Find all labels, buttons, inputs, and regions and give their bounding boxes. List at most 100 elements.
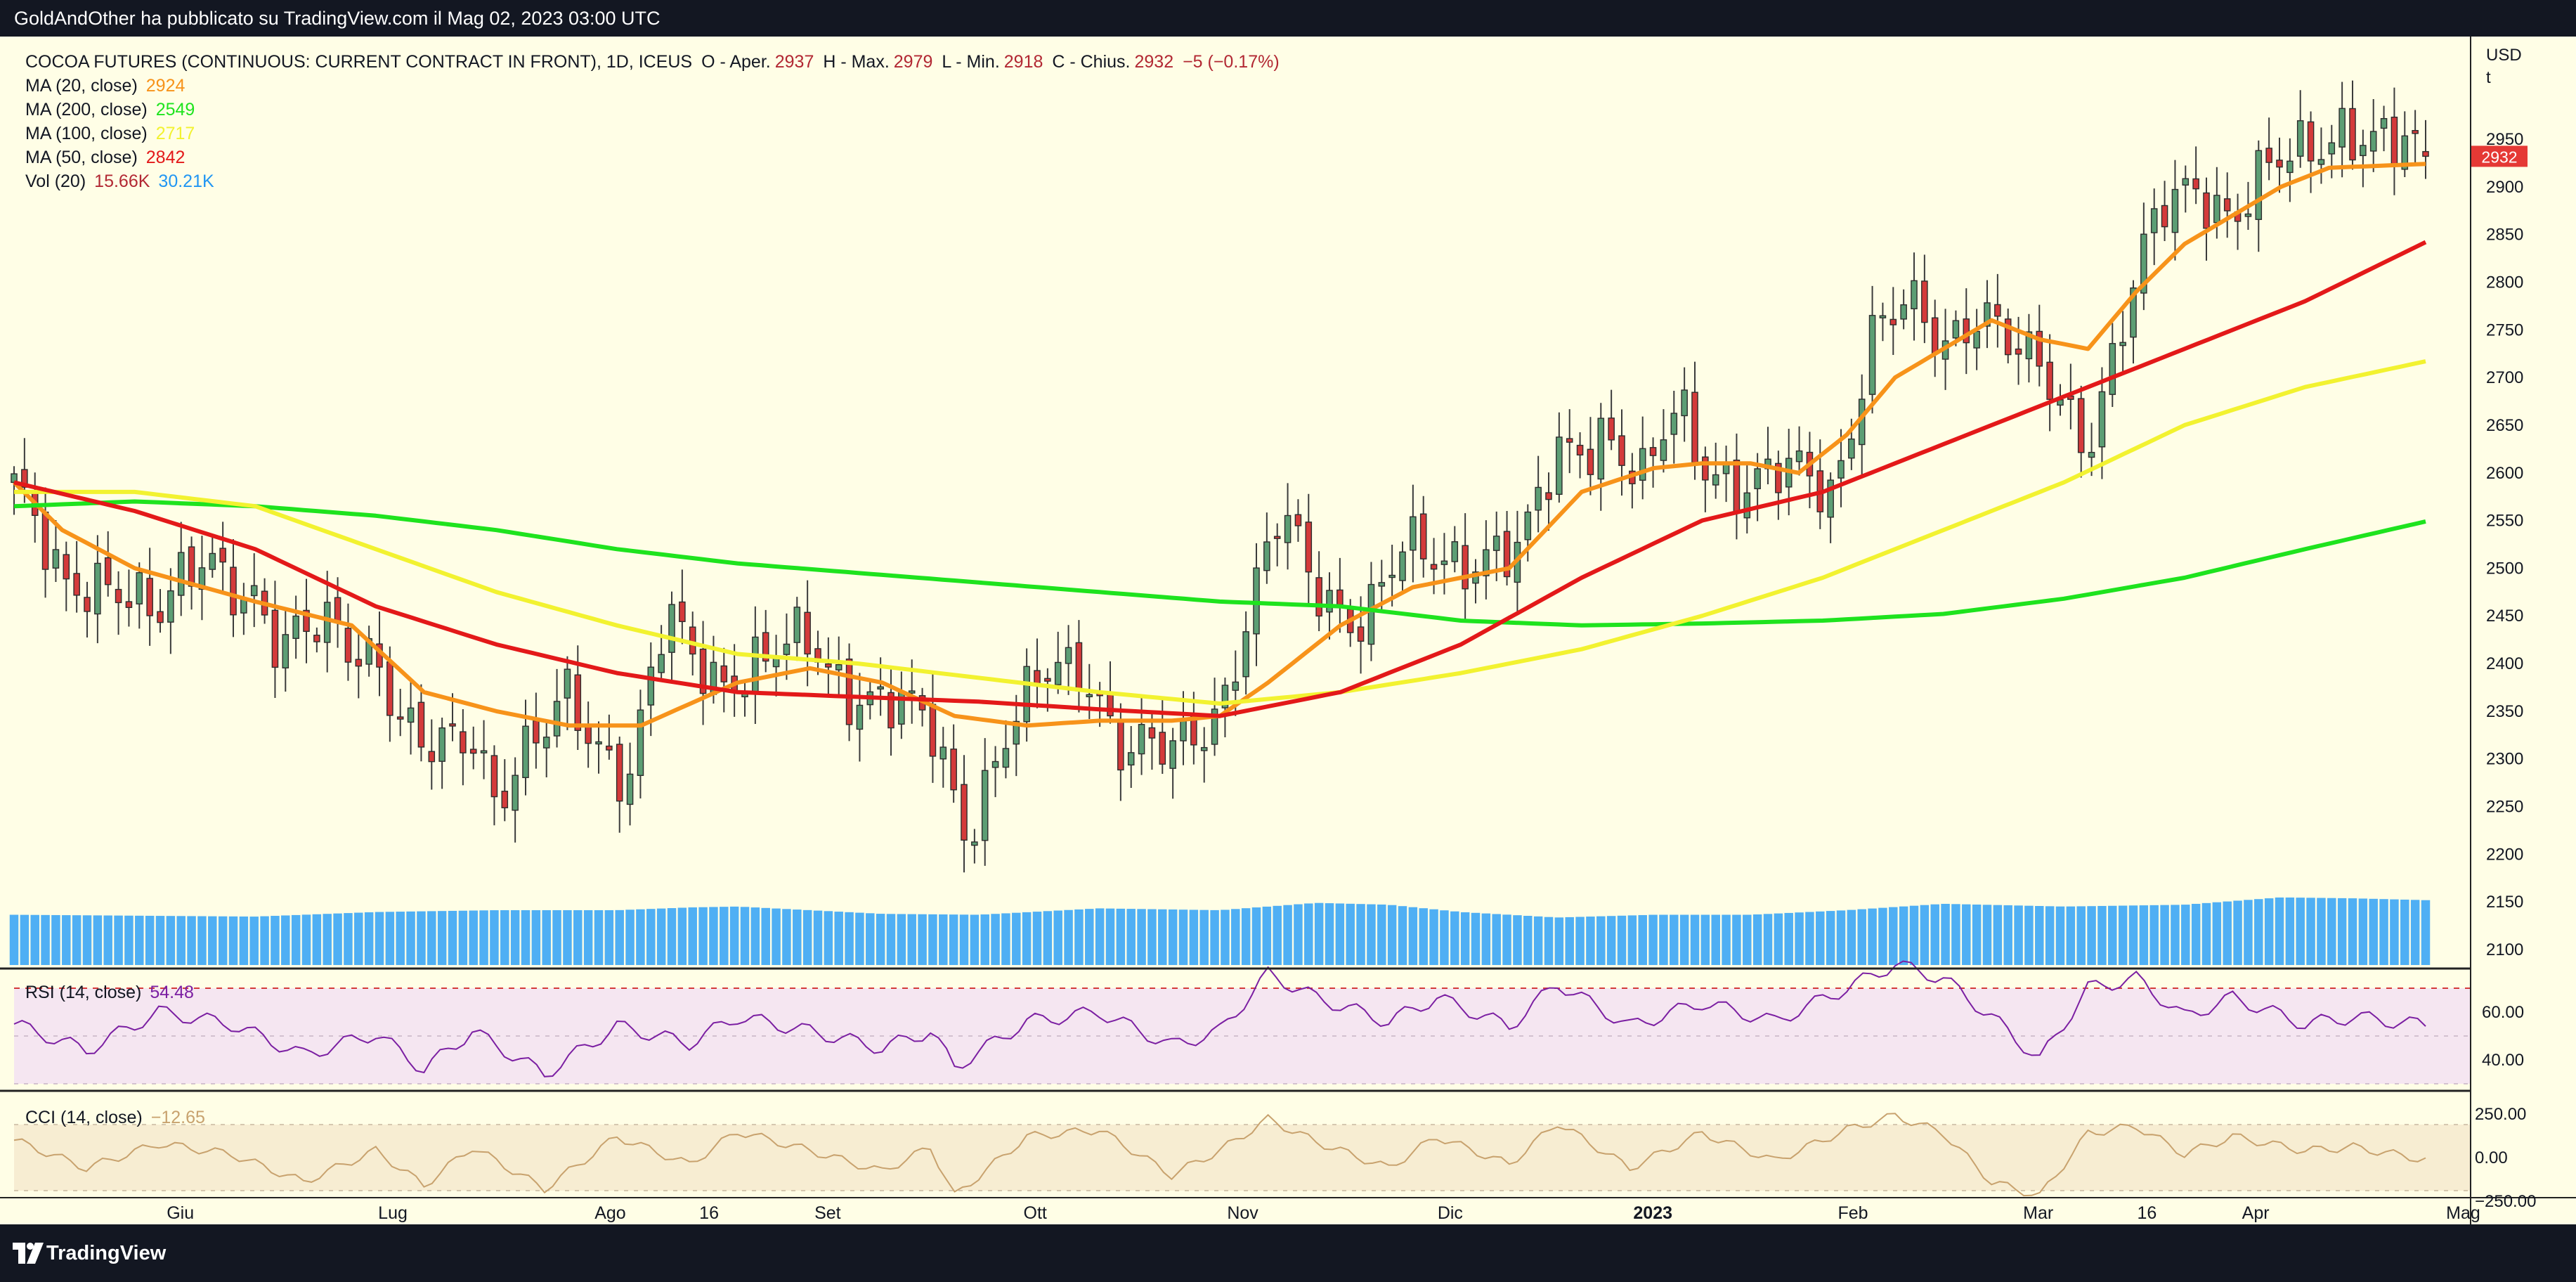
candle-body <box>2098 391 2106 448</box>
time-tick-label: Dic <box>1438 1203 1463 1223</box>
candle-body <box>616 744 623 802</box>
candle-body <box>480 750 488 753</box>
candle-body <box>908 690 916 694</box>
candle-body <box>167 590 174 623</box>
volume-bar <box>2264 898 2274 965</box>
volume-bar <box>688 907 697 965</box>
volume-bar <box>1523 916 1533 965</box>
candle-body <box>115 588 122 604</box>
volume-bar <box>2171 905 2180 965</box>
candle-body <box>647 666 655 706</box>
volume-bar <box>667 908 677 965</box>
cci-tick-label: 0.00 <box>2475 1148 2508 1167</box>
volume-bar <box>1533 916 1543 965</box>
candle-body <box>1535 486 1542 511</box>
candle-body <box>950 749 957 791</box>
volume-bar <box>2097 905 2107 965</box>
candle-body <box>1848 438 1855 459</box>
volume-bar <box>2233 900 2242 965</box>
candle-body <box>929 704 937 757</box>
candle-body <box>1618 435 1625 466</box>
volume-bar <box>2066 906 2076 965</box>
volume-bar <box>208 916 217 965</box>
price-scale[interactable]: 2100 2150 2200 2250 2300 2350 2400 2450 2500 2550… <box>2486 130 2523 959</box>
volume-bar <box>417 911 426 965</box>
price-tick-label: 2500 <box>2486 559 2523 578</box>
volume-bar <box>824 911 833 965</box>
price-tick-label: 2250 <box>2486 798 2523 817</box>
volume-bar <box>1147 909 1157 965</box>
candle-body <box>1440 560 1448 565</box>
unit-label: t <box>2486 68 2491 87</box>
candle-body <box>1180 720 1187 742</box>
volume-bar <box>1074 909 1084 965</box>
candle-body <box>94 562 101 615</box>
candle-body <box>219 548 226 563</box>
volume-bar <box>1398 906 1407 965</box>
volume-bar <box>239 916 249 965</box>
volume-bar <box>291 914 301 965</box>
high-label: H - Max. <box>823 52 890 72</box>
volume-bar <box>1419 908 1428 965</box>
volume-bar <box>1711 914 1720 965</box>
volume-bar <box>2181 905 2190 965</box>
candle-body <box>1075 642 1083 692</box>
volume-bar <box>2128 905 2138 965</box>
candle-body <box>282 634 290 668</box>
candle-body <box>2255 150 2263 220</box>
candle-body <box>407 707 415 723</box>
volume-bar <box>1690 914 1700 965</box>
indicator-value: 2549 <box>155 100 195 119</box>
candle-body <box>1410 516 1417 551</box>
volume-bar <box>625 909 635 965</box>
price-tick-label: 2850 <box>2486 226 2523 245</box>
high-value: 2979 <box>893 52 933 72</box>
candle-body <box>1326 590 1333 613</box>
candle-body <box>877 686 884 689</box>
volume-bar <box>1826 911 1835 965</box>
volume-bar <box>1659 914 1668 965</box>
candle-body <box>1430 564 1438 570</box>
candle-body <box>689 626 696 655</box>
time-tick-label: 2023 <box>1633 1203 1672 1223</box>
volume-bar <box>93 915 103 965</box>
candle-body <box>313 635 320 642</box>
time-tick-label: 16 <box>2137 1203 2157 1223</box>
volume-bar <box>1502 914 1511 965</box>
candle-body <box>2401 135 2409 170</box>
candle-body <box>981 770 989 841</box>
indicator-label: MA (50, close) <box>25 148 138 167</box>
volume-bar <box>396 912 405 965</box>
candle-body <box>1107 692 1114 717</box>
candle-body <box>1754 468 1761 490</box>
candle-body <box>2422 150 2429 157</box>
candle-body <box>971 841 978 846</box>
candle-body <box>136 572 143 604</box>
volume-bar <box>1085 909 1094 965</box>
candle-body <box>1294 514 1302 526</box>
volume-bar <box>2390 899 2399 965</box>
volume-bar <box>1648 914 1658 965</box>
candle-body <box>177 552 185 596</box>
candle-body <box>542 737 550 749</box>
moving-average-line <box>13 240 2427 718</box>
volume-bar <box>782 909 791 965</box>
volume-bar <box>1972 904 1982 965</box>
price-chart[interactable]: USD t 2100 2150 2200 2250 2300 2350 2400 2450 25… <box>0 37 2576 1224</box>
volume-bar <box>2003 905 2012 965</box>
volume-bar <box>490 910 499 965</box>
rsi-legend: RSI (14, close) 54.48 <box>25 983 194 1003</box>
candle-body <box>626 773 634 805</box>
candle-body <box>1169 740 1176 769</box>
candle-body <box>793 607 801 643</box>
time-tick-label: Feb <box>1837 1203 1868 1223</box>
candle-body <box>2192 178 2199 190</box>
volume-bar <box>542 910 551 965</box>
volume-bar <box>1752 914 1762 965</box>
volume-bar <box>1774 913 1783 965</box>
volume-bar <box>2254 899 2263 965</box>
time-scale[interactable]: Giu Lug Ago 16 Set Ott Nov Dic 2023 Feb Mar 16 Apr Ma… <box>167 1203 2480 1223</box>
moving-average-line <box>13 499 2426 628</box>
candle-body <box>334 597 341 623</box>
volume-bar <box>1836 910 1846 965</box>
